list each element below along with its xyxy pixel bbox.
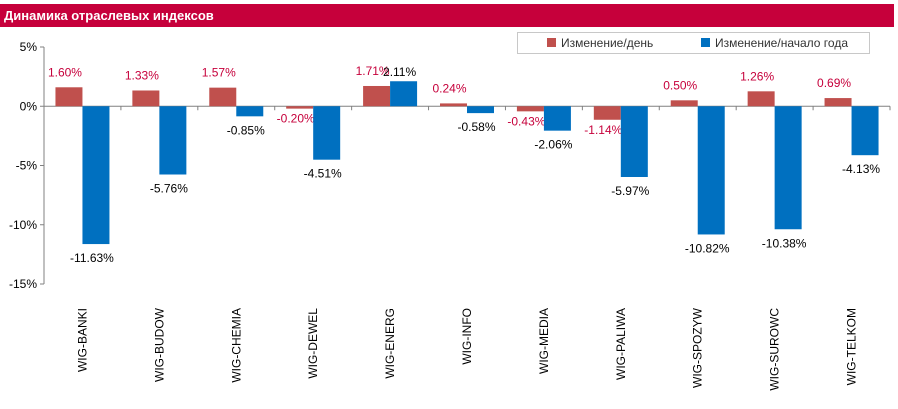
data-label-ytd: -5.76%: [150, 182, 188, 196]
bar-ytd: [159, 106, 187, 175]
chart-title: Динамика отраслевых индексов: [4, 8, 214, 23]
bar-ytd: [390, 81, 418, 107]
data-label-ytd: -0.58%: [457, 120, 495, 134]
x-category-label: WIG-INFO: [460, 308, 474, 365]
chart-header-bar: Динамика отраслевых индексов: [0, 4, 894, 27]
legend-label-day: Изменение/день: [561, 36, 654, 50]
x-category-label: WIG-TELKOM: [845, 308, 859, 385]
bar-day: [824, 98, 852, 107]
bar-day: [670, 100, 698, 107]
data-label-day: -0.20%: [277, 112, 315, 126]
bar-ytd: [236, 106, 264, 117]
bar-ytd: [543, 106, 571, 131]
legend-item-ytd: Изменение/начало года: [701, 36, 848, 50]
bar-ytd: [313, 106, 341, 160]
x-category-label: WIG-BUDOW: [152, 307, 166, 382]
data-label-day: 1.26%: [740, 69, 774, 83]
x-category-label: WIG-ENERG: [383, 308, 397, 379]
legend-item-day: Изменение/день: [547, 36, 653, 50]
bar-ytd: [851, 106, 879, 156]
data-label-day: 0.50%: [663, 78, 697, 92]
data-label-ytd: -5.97%: [611, 184, 649, 198]
x-category-label: WIG-SUROWC: [768, 308, 782, 391]
bar-day: [747, 91, 775, 107]
bar-ytd: [82, 106, 110, 245]
y-tick-label: 0%: [20, 99, 38, 113]
bar-ytd: [774, 106, 802, 230]
legend-swatch-day: [547, 38, 556, 47]
bar-day: [286, 106, 314, 109]
y-tick-label: -15%: [9, 277, 37, 291]
x-category-label: WIG-MEDIA: [537, 308, 551, 374]
bar-day: [55, 87, 83, 107]
legend-swatch-ytd: [701, 38, 710, 47]
x-category-label: WIG-CHEMIA: [229, 308, 243, 383]
chart-legend: Изменение/день Изменение/начало года: [517, 32, 870, 54]
y-tick-label: -5%: [16, 159, 38, 173]
bar-day: [132, 90, 160, 107]
x-category-label: WIG-SPOZYW: [691, 307, 705, 388]
bar-day: [516, 106, 544, 112]
x-category-label: WIG-BANKI: [75, 308, 89, 372]
data-label-day: 1.60%: [48, 65, 82, 79]
data-label-day: -1.14%: [584, 123, 622, 137]
x-category-label: WIG-PALIWA: [614, 308, 628, 380]
bar-day: [363, 85, 391, 107]
data-label-ytd: -4.51%: [304, 167, 342, 181]
data-label-day: 0.69%: [817, 76, 851, 90]
data-label-ytd: -0.85%: [227, 123, 265, 137]
bar-ytd: [467, 106, 494, 114]
legend-label-ytd: Изменение/начало года: [715, 36, 848, 50]
data-label-day: 1.57%: [202, 66, 236, 80]
data-label-day: 1.33%: [125, 68, 159, 82]
bar-ytd: [620, 106, 648, 177]
x-category-label: WIG-DEWEL: [306, 308, 320, 379]
data-label-ytd: -2.06%: [534, 138, 572, 152]
data-label-ytd: -10.38%: [762, 236, 807, 250]
bar-day: [440, 103, 467, 107]
data-label-ytd: 2.11%: [383, 65, 416, 79]
bar-day: [593, 106, 621, 120]
data-label-day: -0.43%: [507, 114, 545, 128]
bar-day: [209, 87, 237, 107]
y-tick-label: 5%: [20, 40, 38, 54]
data-label-day: 0.24%: [432, 81, 466, 95]
data-label-ytd: -11.63%: [70, 251, 114, 265]
y-tick-label: -10%: [9, 218, 37, 232]
data-label-ytd: -4.13%: [842, 162, 880, 176]
bar-ytd: [697, 106, 725, 235]
data-label-day: 1.71%: [356, 64, 390, 78]
data-label-ytd: -10.82%: [685, 241, 730, 255]
